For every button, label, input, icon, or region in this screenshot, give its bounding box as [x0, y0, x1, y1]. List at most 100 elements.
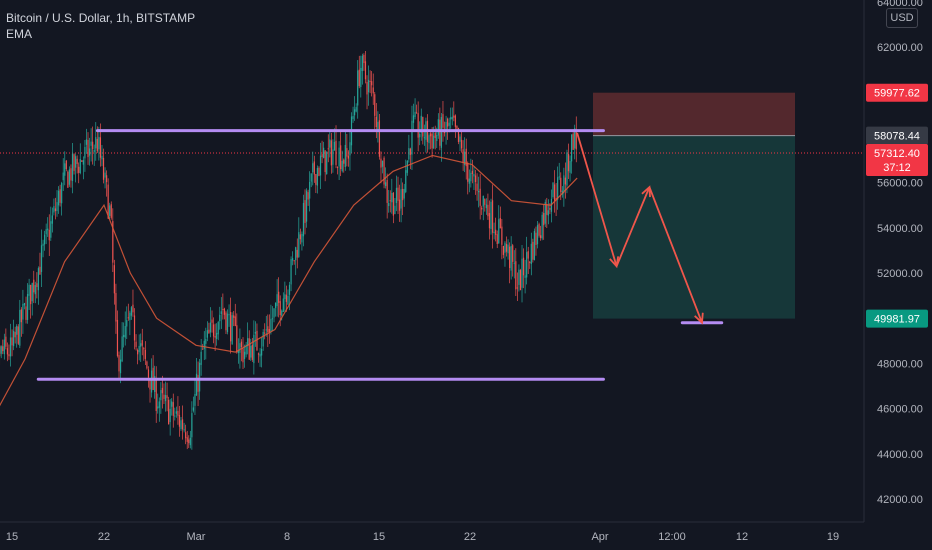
symbol-title[interactable]: Bitcoin / U.S. Dollar, 1h, BITSTAMP — [6, 11, 196, 25]
candle-body — [422, 117, 424, 137]
candle-body — [487, 204, 489, 217]
candle-body — [344, 144, 346, 167]
candle-body — [343, 159, 345, 164]
candle-body — [496, 234, 498, 245]
candle-body — [22, 303, 24, 320]
candle-body — [164, 395, 167, 402]
candle-body — [447, 118, 449, 127]
candle-body — [398, 199, 401, 211]
candle-body — [513, 262, 515, 264]
candle-body — [254, 332, 257, 334]
candle-body — [527, 251, 529, 259]
candle-body — [386, 180, 388, 203]
x-tick-label: 8 — [284, 531, 290, 543]
candle-body — [549, 207, 551, 210]
y-tick-label: 64000.00 — [877, 0, 923, 9]
candle-body — [268, 329, 270, 333]
candle-body — [88, 148, 91, 156]
candle-body — [126, 320, 128, 327]
candle-body — [78, 166, 80, 173]
candle-body — [450, 117, 452, 120]
candle-body — [133, 315, 136, 341]
candle-body — [273, 308, 275, 318]
candle-body — [349, 142, 351, 156]
candle-body — [202, 348, 204, 350]
candle-body — [377, 121, 379, 130]
candle-body — [231, 315, 233, 345]
x-tick-label: Apr — [591, 531, 608, 543]
candle-body — [530, 243, 532, 265]
ema-indicator-label[interactable]: EMA — [6, 27, 33, 41]
candle-body — [70, 168, 72, 181]
candle-body — [367, 79, 370, 93]
candle-body — [57, 190, 60, 206]
candle-body — [557, 177, 559, 200]
candle-body — [115, 293, 117, 322]
candle-body — [211, 319, 213, 323]
candle-body — [73, 154, 75, 171]
candle-body — [270, 318, 272, 332]
candle-body — [533, 231, 536, 261]
candle-body — [282, 298, 284, 312]
candle-body — [61, 183, 63, 204]
candle-body — [516, 287, 518, 289]
candle-body — [54, 208, 57, 212]
candle-body — [76, 158, 78, 164]
candle-body — [482, 195, 484, 207]
candle-body — [195, 373, 198, 396]
candle-body — [352, 116, 354, 120]
candle-body — [464, 151, 466, 165]
candle-body — [287, 295, 289, 305]
candle-body — [354, 109, 356, 116]
candle-body — [140, 343, 142, 347]
countdown-label: 37:12 — [883, 162, 911, 174]
candle-body — [385, 182, 387, 186]
candle-body — [381, 160, 384, 167]
candle-body — [191, 413, 193, 438]
candle-body — [169, 408, 171, 423]
candle-body — [481, 207, 483, 210]
candle-body — [226, 313, 229, 333]
candle-body — [451, 116, 453, 120]
candle-body — [405, 170, 407, 193]
x-tick-label: 15 — [373, 531, 385, 543]
x-tick-label: 12 — [736, 531, 748, 543]
candle-body — [538, 224, 540, 236]
candle-body — [230, 312, 232, 342]
candle-body — [146, 361, 148, 369]
candle-body — [180, 420, 182, 430]
candle-body — [442, 114, 444, 128]
candle-body — [85, 139, 88, 145]
candle-body — [372, 87, 374, 94]
candle-body — [25, 306, 27, 320]
candle-body — [281, 310, 283, 316]
candle-body — [285, 294, 288, 302]
candle-body — [371, 81, 373, 86]
candle-body — [264, 332, 266, 334]
candle-body — [293, 260, 295, 262]
candle-body — [172, 402, 174, 416]
chart-header: Bitcoin / U.S. Dollar, 1h, BITSTAMP EMA — [6, 10, 195, 42]
candle-body — [307, 192, 309, 200]
y-tick-label: 46000.00 — [877, 404, 923, 416]
candle-body — [302, 202, 305, 237]
candle-body — [333, 141, 336, 151]
candle-body — [171, 401, 173, 407]
candle-body — [416, 112, 418, 114]
candle-body — [316, 168, 319, 186]
candle-body — [155, 378, 157, 411]
candle-body — [575, 130, 577, 150]
candle-body — [8, 354, 10, 357]
candle-body — [274, 302, 277, 308]
candle-body — [5, 336, 7, 347]
candle-body — [175, 411, 177, 414]
price-label-box — [866, 83, 928, 102]
candle-body — [183, 429, 185, 431]
candle-body — [569, 160, 571, 173]
currency-button[interactable]: USD — [886, 8, 918, 28]
candle-body — [541, 214, 543, 239]
candle-body — [160, 390, 162, 401]
candle-body — [394, 205, 396, 215]
candle-body — [566, 152, 568, 186]
